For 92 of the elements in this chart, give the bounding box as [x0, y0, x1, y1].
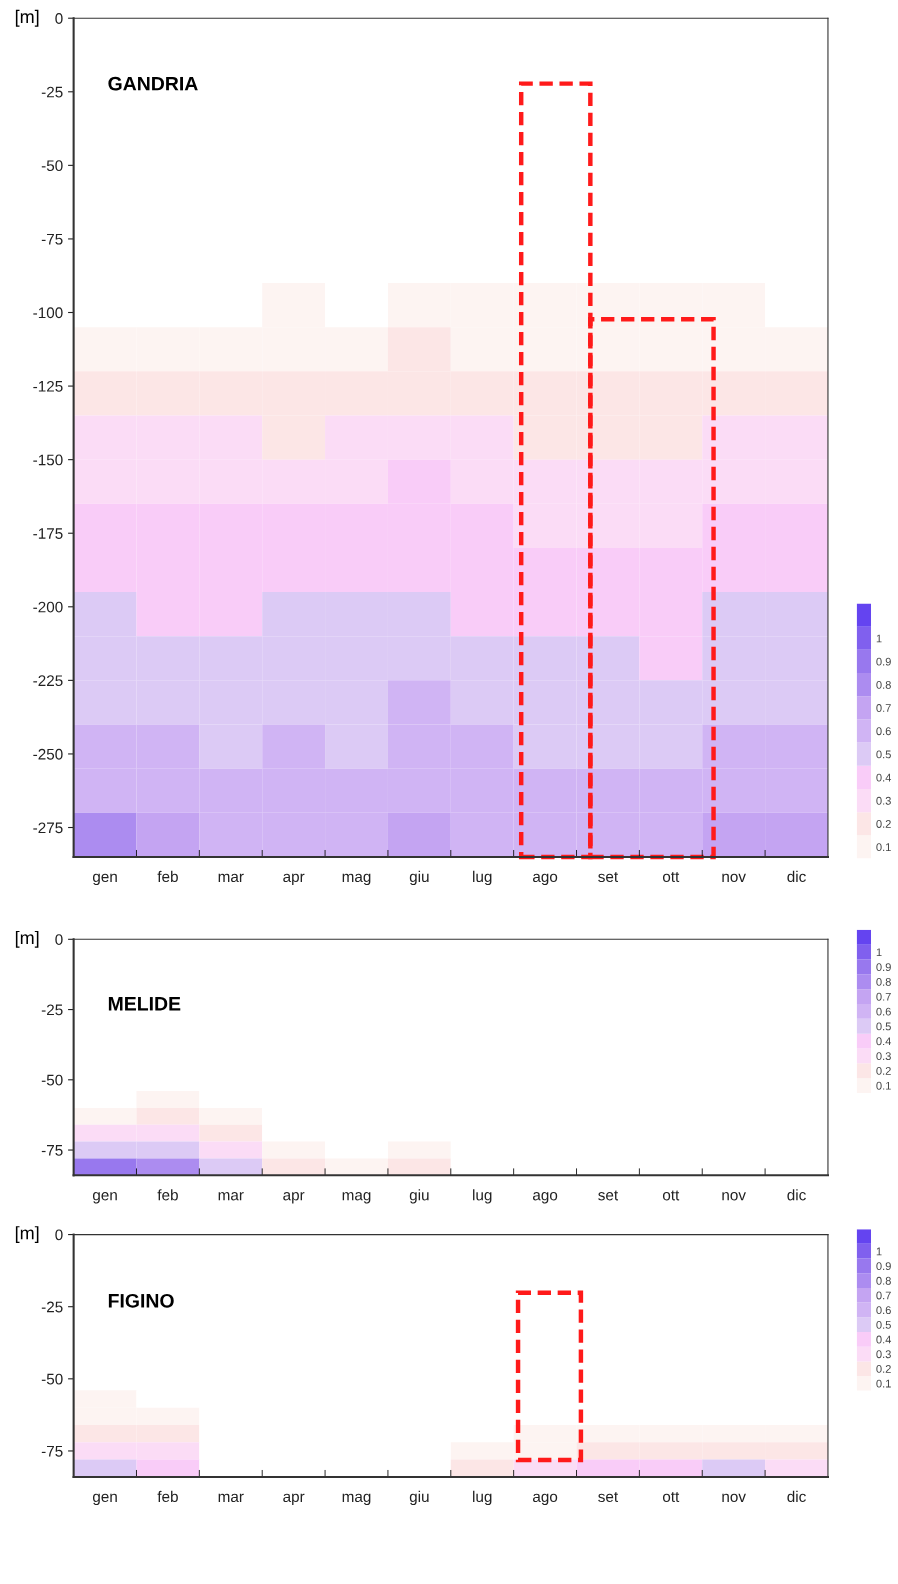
y-tick-label: -50 [41, 1373, 63, 1385]
x-tick-label: dic [787, 1490, 806, 1503]
color-bar-label: 0.2 [876, 820, 891, 828]
y-tick-label: -225 [33, 675, 63, 687]
color-bar-label: 0.1 [876, 1379, 891, 1388]
color-bar-label: 0.7 [876, 1291, 891, 1300]
y-axis-title: [m] [15, 1226, 39, 1243]
x-tick-label: lug [473, 1490, 492, 1506]
x-tick-label: set [598, 1492, 619, 1503]
color-bar-label: 0.5 [876, 1022, 891, 1031]
color-bar-label: 0.9 [876, 963, 891, 972]
x-tick-label: ott [662, 1492, 680, 1503]
color-bar-label: 0.7 [876, 704, 891, 712]
x-tick-label: apr [283, 873, 305, 886]
x-tick-label: ott [662, 1190, 680, 1201]
y-tick-label: -250 [33, 748, 63, 760]
color-bar-label: 1 [876, 948, 882, 957]
x-tick-label: lug [473, 870, 492, 886]
x-tick-label: feb [157, 1189, 178, 1201]
x-tick-label: set [598, 1190, 619, 1201]
color-bar-label: 0.6 [876, 727, 891, 736]
y-tick-label: -100 [33, 307, 63, 319]
x-tick-label: nov [722, 1493, 746, 1503]
y-tick-label: -50 [41, 160, 63, 172]
color-bar-label: 0.5 [876, 1320, 891, 1329]
y-tick-label: -25 [41, 1301, 63, 1313]
color-bar-label: 0.3 [876, 1350, 891, 1359]
x-tick-label: lug [473, 1189, 492, 1204]
x-tick-label: gen [92, 1493, 117, 1506]
x-tick-label: ott [662, 872, 680, 883]
color-bar-label: 0.5 [876, 750, 891, 759]
y-tick-label: 0 [55, 934, 63, 945]
x-tick-label: apr [283, 1493, 305, 1506]
y-tick-label: -25 [41, 86, 63, 98]
color-bar-label: 0.2 [876, 1066, 891, 1075]
text: MELIDE [108, 997, 181, 1011]
x-tick-label: nov [722, 873, 746, 883]
y-tick-label: -50 [41, 1074, 63, 1086]
x-tick-label: feb [157, 870, 178, 883]
x-tick-label: gen [92, 873, 117, 886]
color-bar-label: 0.2 [876, 1364, 891, 1373]
x-tick-label: mar [218, 1192, 244, 1201]
y-tick-label: -75 [41, 1145, 63, 1156]
y-axis-title: [m] [15, 930, 39, 948]
x-tick-label: mag [342, 1493, 371, 1506]
color-bar-label: 0.6 [876, 1306, 891, 1315]
color-bar-label: 1 [876, 1247, 882, 1256]
y-tick-label: 0 [55, 13, 63, 24]
y-tick-label: -150 [33, 454, 63, 466]
x-tick-label: giu [409, 1490, 429, 1506]
x-tick-label: ago [532, 1493, 558, 1506]
x-tick-label: mag [342, 873, 371, 886]
x-tick-label: mar [218, 873, 244, 883]
text: GANDRIA [108, 76, 198, 91]
color-bar-label: 0.1 [876, 1081, 891, 1090]
x-tick-label: feb [157, 1490, 178, 1503]
color-bar-label: 1 [876, 634, 882, 643]
color-bar-label: 0.8 [876, 1276, 891, 1285]
x-tick-label: ago [532, 1192, 558, 1204]
x-tick-label: dic [787, 870, 806, 883]
x-tick-label: dic [787, 1189, 806, 1201]
color-bar-label: 0.8 [876, 680, 891, 689]
color-bar-label: 0.8 [876, 977, 891, 986]
color-bar-label: 0.7 [876, 992, 891, 1001]
y-tick-label: -200 [33, 601, 63, 613]
y-tick-label: -175 [33, 528, 63, 539]
text: FIGINO [108, 1293, 174, 1308]
color-bar-label: 0.4 [876, 773, 892, 782]
color-bar-label: 0.4 [876, 1037, 892, 1046]
y-tick-label: -25 [41, 1004, 63, 1016]
x-tick-label: nov [722, 1192, 746, 1201]
x-tick-label: mar [218, 1493, 244, 1503]
color-bar-label: 0.1 [876, 843, 891, 852]
y-tick-label: -75 [41, 233, 63, 245]
y-tick-label: -125 [33, 380, 63, 392]
color-bar-label: 0.4 [876, 1335, 892, 1344]
x-tick-label: gen [92, 1192, 117, 1204]
x-tick-label: mag [342, 1192, 371, 1204]
x-tick-label: set [598, 872, 619, 883]
color-bar-label: 0.6 [876, 1007, 891, 1016]
y-tick-label: -75 [41, 1445, 63, 1457]
y-axis-title: [m] [15, 9, 39, 27]
x-tick-label: ago [532, 873, 558, 886]
y-tick-label: -275 [33, 822, 63, 834]
y-tick-label: 0 [55, 1229, 63, 1241]
color-bar-label: 0.3 [876, 796, 891, 805]
x-tick-label: giu [409, 870, 429, 886]
color-bar-label: 0.9 [876, 657, 891, 666]
x-tick-label: giu [409, 1189, 429, 1204]
color-bar-label: 0.3 [876, 1052, 891, 1061]
x-tick-label: apr [283, 1192, 305, 1204]
color-bar-label: 0.9 [876, 1262, 891, 1271]
